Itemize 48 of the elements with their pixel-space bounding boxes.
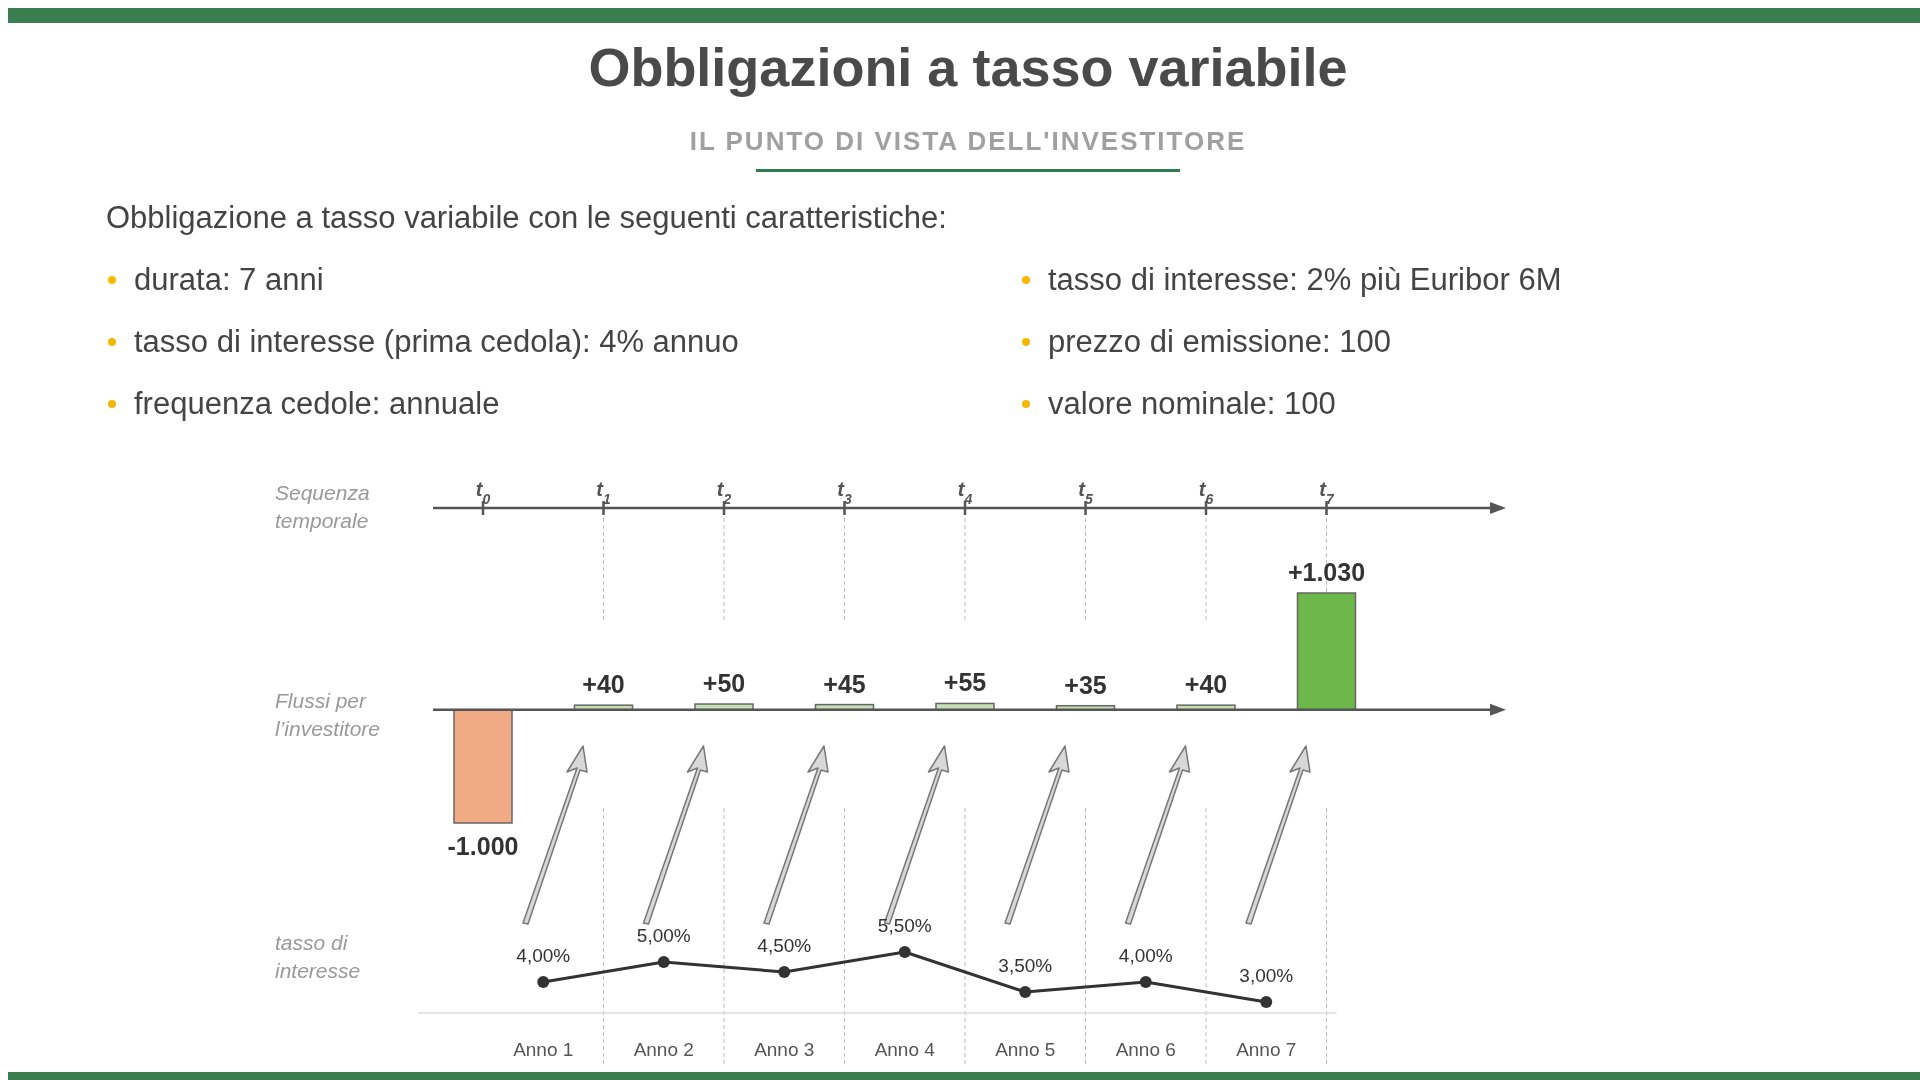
point bbox=[1260, 996, 1273, 1008]
data-label: 5,00% bbox=[636, 925, 691, 946]
data-label: +45 bbox=[823, 669, 866, 698]
y-axis-title: Flussi per l’investitore bbox=[275, 689, 381, 740]
x-tick-label: Anno 4 bbox=[874, 1039, 936, 1060]
text: tasso di interesse (prima cedola): 4% annuo bbox=[134, 324, 739, 359]
data-label: 3,00% bbox=[1239, 965, 1294, 986]
chart-title: Obbligazioni a tasso variabile bbox=[588, 37, 1348, 97]
bar bbox=[453, 708, 513, 824]
chart-subtitle: IL PUNTO DI VISTA DELL'INVESTITORE bbox=[689, 126, 1247, 156]
data-label: +1.030 bbox=[1287, 558, 1366, 586]
point bbox=[1139, 976, 1152, 988]
data-label: +55 bbox=[943, 668, 987, 697]
data-label: +35 bbox=[1064, 670, 1107, 699]
x-tick-label: Anno 3 bbox=[754, 1039, 815, 1060]
x-tick-label: t$_{5}$ bbox=[1078, 478, 1093, 507]
point bbox=[778, 966, 791, 978]
x-axis-title: Sequenza temporale bbox=[275, 481, 370, 532]
data-label: +40 bbox=[582, 670, 625, 699]
data-label: -1.000 bbox=[447, 832, 519, 860]
text: Obbligazione a tasso variabile con le seguenti caratteristiche: bbox=[106, 200, 947, 235]
x-tick-label: Anno 1 bbox=[513, 1039, 574, 1060]
y-axis-title: tasso di interesse bbox=[275, 931, 361, 982]
data-label: 4,00% bbox=[1118, 945, 1173, 966]
x-tick-label: t$_{1}$ bbox=[596, 478, 611, 507]
data-label: 5,50% bbox=[877, 915, 932, 936]
text: frequenza cedole: annuale bbox=[134, 386, 500, 421]
text: durata: 7 anni bbox=[134, 262, 324, 297]
data-label: +50 bbox=[702, 669, 746, 698]
point bbox=[537, 976, 550, 988]
text: valore nominale: 100 bbox=[1048, 386, 1336, 421]
text: prezzo di emissione: 100 bbox=[1048, 324, 1391, 359]
point bbox=[898, 946, 911, 958]
x-tick-label: Anno 6 bbox=[1115, 1039, 1176, 1060]
x-tick-label: t$_{7}$ bbox=[1319, 478, 1335, 507]
x-tick-label: Anno 7 bbox=[1236, 1039, 1297, 1060]
x-tick-label: t$_{3}$ bbox=[837, 478, 852, 507]
bar bbox=[1296, 592, 1357, 711]
x-tick-label: Anno 2 bbox=[633, 1039, 694, 1060]
data-label: +40 bbox=[1184, 670, 1228, 699]
x-tick-label: t$_{6}$ bbox=[1198, 478, 1214, 507]
x-tick-label: Anno 5 bbox=[995, 1039, 1056, 1060]
data-label: 4,00% bbox=[516, 945, 571, 966]
point bbox=[1019, 986, 1032, 998]
data-label: 4,50% bbox=[757, 935, 812, 956]
data-label: 3,50% bbox=[998, 955, 1053, 976]
text: tasso di interesse: 2% più Euribor 6M bbox=[1048, 262, 1562, 297]
point bbox=[657, 956, 670, 968]
